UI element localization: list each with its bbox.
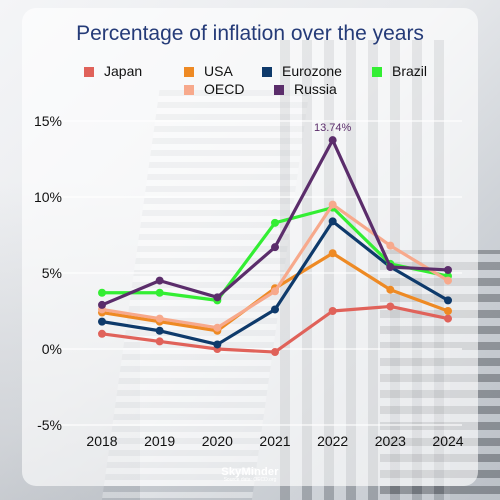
legend-label: Brazil	[392, 63, 427, 79]
data-point	[271, 348, 279, 357]
brand-logo: SkyMinder Source data: OECD.org	[200, 466, 300, 483]
data-point	[155, 288, 164, 297]
data-point	[444, 296, 452, 305]
data-point	[271, 243, 279, 252]
x-tick-label: 2020	[202, 433, 233, 449]
data-point	[444, 307, 452, 315]
x-tick-label: 2018	[86, 433, 117, 449]
legend-swatch	[84, 67, 94, 77]
y-tick-label: -5%	[37, 417, 62, 433]
data-point	[328, 217, 337, 226]
data-point	[213, 323, 222, 332]
x-tick-label: 2019	[144, 433, 175, 449]
brand-source: Source data: OECD.org	[223, 477, 277, 483]
x-tick-label: 2021	[259, 433, 290, 449]
legend-label: OECD	[204, 81, 244, 97]
y-tick-label: 0%	[42, 341, 62, 357]
data-point	[98, 329, 106, 338]
data-point	[386, 302, 395, 311]
x-tick-label: 2024	[432, 433, 463, 449]
data-point	[155, 337, 164, 346]
data-label: 13.74%	[314, 122, 352, 134]
data-point	[444, 314, 452, 323]
data-point	[328, 249, 337, 258]
data-point	[155, 314, 164, 323]
data-point	[98, 288, 106, 297]
data-point	[213, 340, 222, 349]
x-tick-label: 2023	[375, 433, 406, 449]
data-point	[155, 276, 164, 285]
data-point	[444, 265, 452, 274]
data-point	[444, 276, 452, 285]
legend-swatch	[262, 67, 272, 77]
legend-swatch	[372, 67, 382, 77]
data-point	[271, 287, 279, 296]
data-point	[271, 305, 279, 314]
y-tick-label: 15%	[34, 113, 62, 129]
x-tick-label: 2022	[317, 433, 348, 449]
legend-swatch	[184, 85, 194, 95]
legend-swatch	[184, 67, 194, 77]
chart-card	[22, 8, 478, 486]
chart-title: Percentage of inflation over the years	[76, 22, 424, 45]
legend-label: USA	[204, 63, 233, 79]
data-point	[271, 218, 279, 227]
y-tick-label: 10%	[34, 189, 62, 205]
data-point	[213, 293, 222, 302]
y-tick-label: 5%	[42, 265, 62, 281]
legend-label: Japan	[104, 63, 142, 79]
data-point	[328, 136, 337, 145]
data-point	[328, 307, 337, 315]
data-point	[386, 285, 395, 294]
data-point	[328, 200, 337, 209]
data-point	[155, 326, 164, 335]
data-point	[386, 241, 395, 250]
data-point	[386, 262, 395, 271]
legend-swatch	[274, 85, 284, 95]
data-point	[98, 317, 106, 326]
legend-label: Russia	[294, 81, 337, 97]
brand-name: SkyMinder	[221, 466, 279, 478]
legend-label: Eurozone	[282, 63, 342, 79]
data-point	[98, 300, 106, 309]
